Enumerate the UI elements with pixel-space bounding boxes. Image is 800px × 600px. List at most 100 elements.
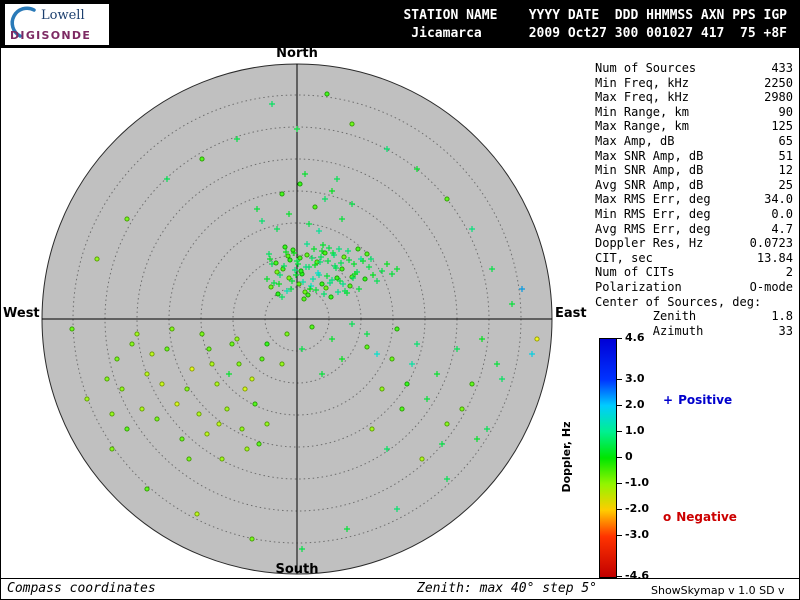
source-point-negative xyxy=(469,381,475,387)
source-point-positive xyxy=(276,281,282,287)
source-point-negative xyxy=(244,446,250,452)
source-point-positive xyxy=(322,196,328,202)
source-point-negative xyxy=(304,252,310,258)
source-point-negative xyxy=(239,426,245,432)
stat-value: 2250 xyxy=(764,75,793,90)
source-point-positive xyxy=(281,263,287,269)
stat-row: Min Freq, kHz 2250 xyxy=(595,76,793,91)
source-point-negative xyxy=(444,196,450,202)
stat-row: Max Amp, dB 65 xyxy=(595,134,793,149)
stats-panel: Num of Sources 433 Min Freq, kHz 2250 Max Fr… xyxy=(595,61,793,338)
source-point-positive xyxy=(269,101,275,107)
stat-value: 0.0 xyxy=(771,206,793,221)
stat-label: Min SNR Amp, dB xyxy=(595,163,704,178)
source-point-positive xyxy=(339,216,345,222)
source-point-negative xyxy=(534,336,540,342)
stat-label: Polarization xyxy=(595,279,682,294)
source-point-positive xyxy=(304,241,310,247)
circle-icon: o xyxy=(663,510,672,524)
source-point-positive xyxy=(288,286,294,292)
stat-value: 90 xyxy=(778,104,793,119)
source-point-positive xyxy=(349,321,355,327)
source-point-positive xyxy=(394,266,400,272)
source-point-positive xyxy=(308,283,314,289)
legend-negative: o Negative xyxy=(663,510,737,524)
stat-row: Azimuth 33 xyxy=(595,324,793,339)
source-point-positive xyxy=(234,136,240,142)
stat-label: Max Range, km xyxy=(595,119,689,134)
stat-value: 33 xyxy=(778,323,793,338)
source-point-positive xyxy=(316,228,322,234)
compass-north-label: North xyxy=(276,46,318,61)
source-point-negative xyxy=(134,331,140,337)
source-point-negative xyxy=(297,255,303,261)
stat-value: 34.0 xyxy=(764,192,793,207)
source-point-negative xyxy=(194,511,200,517)
source-point-negative xyxy=(389,356,395,362)
source-point-negative xyxy=(268,284,274,290)
source-point-positive xyxy=(325,258,331,264)
source-point-positive xyxy=(315,270,321,276)
source-point-negative xyxy=(404,381,410,387)
colorbar-tick-mark xyxy=(617,379,622,381)
source-point-positive xyxy=(306,221,312,227)
source-point-positive xyxy=(310,276,316,282)
source-point-negative xyxy=(149,351,155,357)
source-point-positive xyxy=(289,278,295,284)
stat-row: Min RMS Err, deg 0.0 xyxy=(595,207,793,222)
stat-value: 2980 xyxy=(764,90,793,105)
colorbar-tick-label: -1.0 xyxy=(625,475,650,489)
source-point-positive xyxy=(311,246,317,252)
source-point-positive xyxy=(469,226,475,232)
source-point-positive xyxy=(384,446,390,452)
stat-value: 1.8 xyxy=(771,309,793,324)
stat-value: 51 xyxy=(778,148,793,163)
doppler-colorbar xyxy=(599,338,617,578)
source-point-positive xyxy=(302,171,308,177)
source-point-positive xyxy=(317,259,323,265)
source-point-negative xyxy=(84,396,90,402)
source-point-negative xyxy=(109,446,115,452)
source-point-positive xyxy=(226,371,232,377)
source-point-positive xyxy=(479,336,485,342)
source-point-positive xyxy=(334,176,340,182)
source-point-positive xyxy=(509,301,515,307)
source-point-negative xyxy=(323,285,329,291)
stat-row: Min SNR Amp, dB 12 xyxy=(595,163,793,178)
source-point-negative xyxy=(444,421,450,427)
stat-label: Min RMS Err, deg xyxy=(595,206,711,221)
colorbar-tick-mark xyxy=(617,431,622,433)
source-point-negative xyxy=(114,356,120,362)
source-point-positive xyxy=(274,226,280,232)
stat-value: 0.0723 xyxy=(749,236,793,251)
footer-divider xyxy=(1,578,799,579)
stat-row: Zenith 1.8 xyxy=(595,309,793,324)
source-point-positive xyxy=(294,126,300,132)
source-point-negative xyxy=(256,441,262,447)
source-point-negative xyxy=(264,421,270,427)
source-points xyxy=(69,91,540,552)
source-point-negative xyxy=(164,346,170,352)
source-point-negative xyxy=(287,257,293,263)
stat-label: CIT, sec xyxy=(595,250,653,265)
source-point-positive xyxy=(320,242,326,248)
source-point-positive xyxy=(266,251,272,257)
source-point-negative xyxy=(275,291,281,297)
source-point-negative xyxy=(339,266,345,272)
source-point-positive xyxy=(439,441,445,447)
source-point-negative xyxy=(104,376,110,382)
source-point-negative xyxy=(259,356,265,362)
source-point-negative xyxy=(129,341,135,347)
source-point-positive xyxy=(519,286,525,292)
source-point-positive xyxy=(344,526,350,532)
source-point-positive xyxy=(389,271,395,277)
source-point-positive xyxy=(384,146,390,152)
colorbar-tick-label: 3.0 xyxy=(625,372,645,386)
source-point-negative xyxy=(214,381,220,387)
source-point-negative xyxy=(347,283,353,289)
source-point-positive xyxy=(319,371,325,377)
source-point-positive xyxy=(414,166,420,172)
coordinates-mode-label: Compass coordinates xyxy=(7,581,156,596)
stat-label: Num of CITs xyxy=(595,265,675,280)
stat-value: 13.84 xyxy=(756,250,793,265)
